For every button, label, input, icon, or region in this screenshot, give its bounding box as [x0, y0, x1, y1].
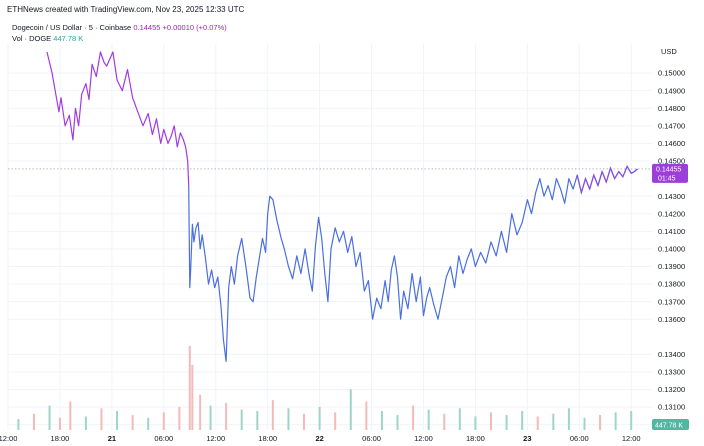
x-tick-label: 12:00	[206, 434, 225, 443]
x-axis: 12:00 18:00 21 06:00 12:00 18:00 22 06:00 12:00 1…	[0, 434, 641, 443]
volume-bar	[318, 406, 321, 430]
y-tick-label: 0.13600	[658, 315, 685, 324]
price-series	[46, 51, 638, 362]
price-line-segment	[46, 51, 190, 186]
volume-bar	[349, 389, 352, 430]
y-tick-label: 0.13300	[658, 368, 685, 377]
volume-bar	[48, 405, 51, 430]
volume-badge-value: 447.78 K	[655, 423, 683, 430]
volume-bar	[505, 415, 508, 430]
y-tick-label: 0.15000	[658, 69, 685, 78]
x-tick-label: 23	[523, 434, 531, 443]
gridlines	[7, 44, 652, 430]
volume-bar	[240, 409, 243, 430]
volume-bar	[199, 394, 202, 430]
price-line-segment	[188, 165, 638, 362]
volume-bar	[256, 411, 259, 430]
x-tick-label: 12:00	[622, 434, 641, 443]
volume-bar	[131, 415, 134, 430]
x-tick-label: 12:00	[0, 434, 17, 443]
y-tick-label: 0.14600	[658, 139, 685, 148]
volume-bar	[567, 408, 570, 430]
volume-bar	[427, 409, 430, 430]
volume-badge: 447.78 K	[652, 419, 689, 430]
x-tick-label: 12:00	[414, 434, 433, 443]
y-tick-label: 0.13400	[658, 350, 685, 359]
volume-bar	[225, 402, 228, 430]
volume-bar	[365, 401, 368, 430]
volume-bar	[58, 417, 61, 430]
x-tick-label: 18:00	[466, 434, 485, 443]
x-tick-label: 06:00	[154, 434, 173, 443]
y-tick-label: 0.13100	[658, 403, 685, 412]
chart-attribution: ETHNews created with TradingView.com, No…	[7, 5, 245, 14]
y-tick-label: 0.14700	[658, 121, 685, 130]
volume-bar	[209, 405, 212, 430]
y-tick-label: 0.14500	[658, 157, 685, 166]
x-tick-label: 18:00	[51, 434, 70, 443]
x-tick-label: 22	[315, 434, 323, 443]
volume-legend[interactable]: Vol · DOGE 447.78 K	[12, 34, 83, 43]
last-price: 0.14455	[133, 23, 161, 32]
y-tick-label: 0.14000	[658, 245, 685, 254]
volume-bar	[474, 416, 477, 430]
volume-bar	[443, 413, 446, 430]
price-change: +0.00010 (+0.07%)	[162, 23, 227, 32]
y-tick-label: 0.13700	[658, 297, 685, 306]
volume-bar	[583, 417, 586, 430]
volume-bar	[69, 401, 72, 430]
volume-bar	[162, 412, 165, 430]
volume-bar	[412, 405, 415, 430]
volume-bar	[32, 413, 35, 430]
volume-bar	[303, 413, 306, 430]
y-tick-label: 0.14300	[658, 192, 685, 201]
currency-label: USD	[661, 47, 677, 56]
price-badge-value: 0.14455	[656, 166, 681, 173]
price-badge: 0.14455 01:45	[652, 163, 688, 183]
y-tick-label: 0.14100	[658, 227, 685, 236]
y-tick-label: 0.13200	[658, 385, 685, 394]
volume-bar	[380, 411, 383, 430]
volume-bar	[334, 412, 337, 430]
y-tick-label: 0.14800	[658, 104, 685, 113]
volume-bar	[147, 417, 150, 430]
y-axis: 0.15000 0.14900 0.14800 0.14700 0.14600 0.145…	[658, 69, 685, 430]
volume-bar	[116, 411, 119, 430]
price-badge-countdown: 01:45	[658, 175, 676, 182]
volume-bar	[630, 411, 633, 430]
x-tick-label: 18:00	[258, 434, 277, 443]
volume-bar	[599, 415, 602, 430]
y-tick-label: 0.14200	[658, 209, 685, 218]
volume-bars	[17, 345, 633, 430]
volume-bar	[84, 416, 87, 430]
volume-bar	[100, 408, 103, 430]
symbol-legend[interactable]: Dogecoin / US Dollar · 5 · Coinbase 0.14…	[12, 23, 227, 32]
volume-bar	[287, 408, 290, 430]
symbol-name: Dogecoin / US Dollar · 5 · Coinbase	[12, 23, 132, 32]
volume-bar	[458, 408, 461, 430]
volume-bar	[614, 412, 617, 430]
volume-bar	[552, 413, 555, 430]
volume-bar	[490, 412, 492, 430]
x-tick-label: 06:00	[362, 434, 381, 443]
volume-bar	[396, 415, 399, 430]
y-tick-label: 0.13900	[658, 262, 685, 271]
y-tick-label: 0.14900	[658, 86, 685, 95]
volume-bar	[271, 400, 274, 430]
volume-label: Vol · DOGE	[12, 34, 52, 43]
volume-value: 447.78 K	[53, 34, 84, 43]
volume-bar	[178, 406, 181, 430]
y-tick-label: 0.13800	[658, 280, 685, 289]
price-line-recent	[576, 164, 638, 196]
x-tick-label: 21	[108, 434, 116, 443]
volume-bar	[521, 411, 524, 430]
volume-bar	[188, 345, 191, 430]
volume-bar	[191, 364, 194, 430]
volume-bar	[536, 416, 539, 430]
volume-bar	[17, 419, 20, 430]
x-tick-label: 06:00	[570, 434, 589, 443]
